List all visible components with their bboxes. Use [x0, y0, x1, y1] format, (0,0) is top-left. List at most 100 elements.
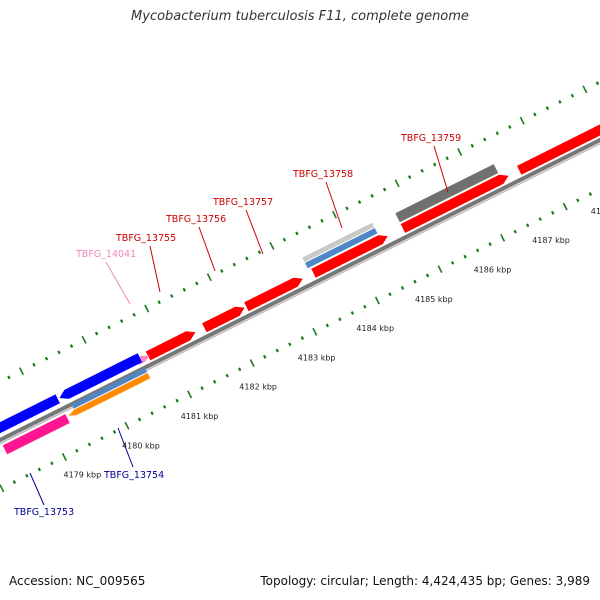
lower-tick-22 [275, 348, 279, 353]
tick-label-4179: 4179 kbp [64, 471, 102, 480]
gene-label-tbfg-13755[interactable]: TBFG_13755 [115, 233, 176, 244]
upper-tick-19 [195, 281, 199, 286]
lower-tick-14 [175, 398, 179, 403]
lower-tick-36 [450, 261, 455, 265]
feature-next-gene [517, 124, 600, 175]
upper-tick-39 [445, 156, 449, 161]
upper-tick-30 [331, 210, 338, 219]
lower-tick-15 [187, 390, 193, 399]
upper-tick-35 [394, 179, 400, 188]
upper-tick-6 [32, 362, 36, 367]
upper-tick-38 [433, 162, 437, 167]
lower-tick-27 [338, 317, 342, 322]
tick-label-4187: 4187 kbp [532, 236, 570, 245]
upper-tick-50 [582, 85, 588, 94]
gene-label-tbfg-14041[interactable]: TBFG_14041 [75, 249, 136, 260]
upper-tick-31 [345, 206, 349, 211]
lower-tick-8 [100, 436, 104, 441]
feature-tbfg-13753 [2, 414, 70, 455]
upper-tick-34 [382, 187, 387, 192]
lower-tick-2 [25, 473, 29, 478]
backbone-line [0, 137, 600, 443]
upper-tick-17 [170, 294, 174, 298]
feature-blue-left [0, 394, 60, 434]
upper-tick-5 [18, 367, 25, 376]
lower-tick-0 [0, 484, 5, 493]
feature-tbfg-13754-region [71, 367, 148, 409]
feature-tbfg-13757 [244, 277, 303, 312]
leader-line-tbfg-13753 [29, 472, 45, 506]
upper-tick-16 [157, 300, 161, 305]
lower-tick-39 [488, 242, 492, 247]
upper-tick-48 [558, 100, 562, 104]
leader-line-tbfg-13755 [149, 245, 161, 293]
accession-text: Accession: NC_009565 [9, 574, 146, 588]
upper-tick-27 [295, 231, 299, 236]
lower-tick-29 [363, 304, 367, 309]
gene-label-tbfg-13754[interactable]: TBFG_13754 [103, 470, 164, 481]
tick-label-4184: 4184 kbp [356, 324, 394, 333]
upper-tick-8 [57, 350, 61, 355]
leader-line-tbfg-13754 [117, 427, 134, 468]
lower-tick-1 [12, 480, 16, 484]
upper-tick-43 [495, 131, 499, 136]
feature-tbfg-13755 [145, 331, 196, 361]
lower-tick-16 [200, 386, 204, 391]
lower-tick-35 [437, 265, 443, 274]
feature-tbfg-13759-region [395, 164, 499, 223]
feature-tbfg-13758-region [305, 228, 378, 269]
lower-tick-7 [87, 442, 92, 447]
tick-label-4183: 4183 kbp [298, 353, 336, 362]
upper-tick-21 [220, 269, 224, 273]
tick-label-4185: 4185 kbp [415, 295, 453, 304]
upper-tick-18 [182, 287, 186, 292]
leader-line-tbfg-13757 [245, 209, 264, 255]
upper-tick-14 [132, 312, 136, 317]
upper-tick-29 [320, 218, 324, 223]
gene-label-tbfg-13756[interactable]: TBFG_13756 [165, 214, 226, 225]
lower-tick-13 [162, 405, 167, 409]
gene-label-tbfg-13757[interactable]: TBFG_13757 [212, 197, 273, 208]
gene-label-tbfg-13758[interactable]: TBFG_13758 [292, 169, 353, 180]
gene-label-tbfg-13753[interactable]: TBFG_13753 [13, 507, 74, 518]
upper-tick-26 [282, 237, 287, 242]
lower-tick-25 [312, 327, 318, 336]
feature-tbfg-13758-misc [302, 222, 375, 262]
upper-tick-25 [269, 241, 275, 250]
lower-tick-45 [562, 202, 568, 211]
feature-blue-mid [59, 353, 143, 399]
ruler-ticks [0, 81, 600, 493]
tick-label-4188: 4188 kbp [591, 207, 600, 216]
leader-line-tbfg-13758 [325, 181, 343, 229]
lower-tick-41 [513, 229, 517, 234]
gene-label-tbfg-13759[interactable]: TBFG_13759 [400, 133, 461, 144]
upper-tick-42 [483, 137, 487, 142]
upper-tick-7 [44, 356, 49, 361]
lower-tick-43 [538, 217, 542, 221]
upper-tick-36 [407, 175, 412, 180]
lower-tick-5 [61, 453, 67, 461]
lower-tick-24 [300, 336, 304, 340]
lower-tick-11 [137, 417, 142, 422]
upper-tick-4 [7, 375, 11, 380]
lower-tick-9 [112, 430, 117, 434]
backbone-shadow [0, 142, 600, 445]
lower-tick-47 [588, 192, 592, 196]
upper-tick-46 [533, 112, 537, 117]
upper-tick-12 [107, 325, 111, 330]
lower-tick-10 [124, 421, 130, 430]
upper-tick-33 [370, 193, 374, 198]
upper-tick-49 [570, 93, 575, 98]
lower-tick-38 [475, 248, 480, 253]
lower-tick-20 [249, 359, 255, 368]
feature-tracks [0, 124, 600, 455]
feature-tbfg-13756 [202, 306, 245, 333]
ruler-tick-labels: 4179 kbp 4180 kbp 4181 kbp 4182 kbp 4183… [64, 207, 600, 480]
tick-label-4182: 4182 kbp [239, 383, 277, 392]
lower-tick-46 [576, 198, 580, 203]
tick-label-4186: 4186 kbp [474, 266, 512, 275]
leader-line-tbfg-13756 [198, 226, 216, 272]
upper-tick-15 [144, 304, 150, 313]
upper-tick-10 [81, 335, 87, 344]
